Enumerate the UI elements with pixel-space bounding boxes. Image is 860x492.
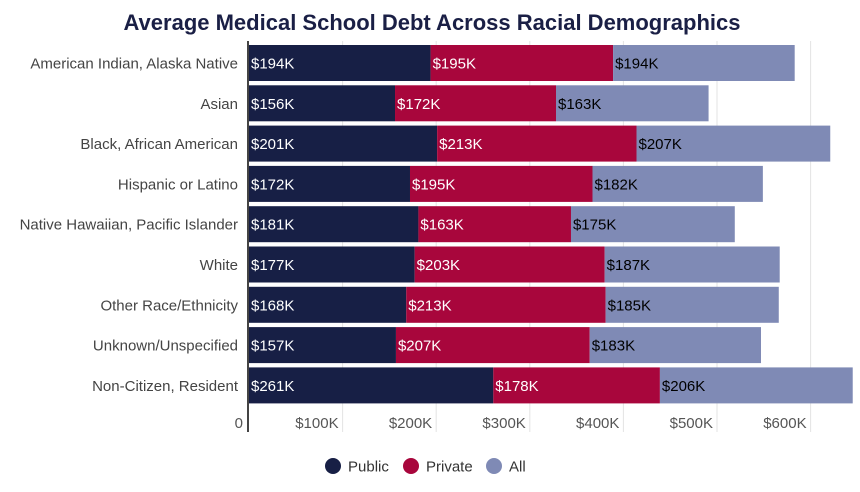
bar-value-label: $261K <box>251 378 294 395</box>
x-tick-label: $300K <box>482 415 525 432</box>
category-label: Native Hawaiian, Pacific Islander <box>20 217 238 234</box>
bar-private <box>430 45 614 81</box>
bar-public <box>249 367 494 404</box>
bar-value-label: $168K <box>251 297 294 314</box>
bar-value-label: $194K <box>251 56 294 73</box>
bar-all <box>659 367 853 404</box>
bar-value-label: $163K <box>558 96 601 113</box>
bar-all <box>636 125 831 162</box>
bar-value-label: $203K <box>417 257 460 274</box>
bar-private <box>409 165 593 202</box>
legend-label[interactable]: Public <box>348 459 389 476</box>
legend-marker-private <box>403 458 419 474</box>
bar-value-label: $201K <box>251 136 294 153</box>
bar-value-label: $213K <box>439 136 482 153</box>
bar-value-label: $213K <box>408 297 451 314</box>
bar-public <box>249 45 431 81</box>
bar-value-label: $181K <box>251 217 294 234</box>
bar-private <box>395 327 590 364</box>
bar-value-label: $187K <box>607 257 650 274</box>
bar-value-label: $157K <box>251 338 294 355</box>
bar-private <box>406 286 606 323</box>
bar-private <box>493 367 660 404</box>
category-label: Black, African American <box>80 136 238 153</box>
bar-value-label: $175K <box>573 217 616 234</box>
bar-all <box>556 85 709 122</box>
bar-public <box>249 206 419 243</box>
category-label: Unknown/Unspecified <box>93 338 238 355</box>
bar-value-label: $206K <box>662 378 705 395</box>
category-label: Other Race/Ethnicity <box>100 297 238 314</box>
bar-value-label: $183K <box>592 338 635 355</box>
bar-private <box>437 125 637 162</box>
bar-public <box>249 246 415 283</box>
bar-public <box>249 125 438 162</box>
bar-private <box>414 246 605 283</box>
bar-value-label: $195K <box>433 56 476 73</box>
bar-value-label: $177K <box>251 257 294 274</box>
legend-label[interactable]: All <box>509 459 526 476</box>
bar-value-label: $185K <box>608 297 651 314</box>
legend-marker-public <box>325 458 341 474</box>
x-tick-label: 0 <box>235 415 243 432</box>
x-tick-label: $500K <box>670 415 713 432</box>
bar-value-label: $195K <box>412 176 455 193</box>
bar-all <box>604 246 780 283</box>
bar-all <box>605 286 779 323</box>
bar-value-label: $194K <box>615 56 658 73</box>
x-axis-ticks: 0 $100K $200K $300K $400K $500K $600K <box>235 415 807 432</box>
bars: $194K $195K $194K $156K $172K $163K $201K $213K… <box>249 45 853 404</box>
bar-public <box>249 286 407 323</box>
category-label: Asian <box>200 96 238 113</box>
bar-value-label: $182K <box>595 176 638 193</box>
bar-public <box>249 327 396 364</box>
x-tick-label: $600K <box>763 415 806 432</box>
bar-all <box>589 327 761 364</box>
legend: Public Private All <box>325 458 526 476</box>
bar-value-label: $172K <box>397 96 440 113</box>
bar-all <box>570 206 735 243</box>
x-tick-label: $200K <box>389 415 432 432</box>
category-label: American Indian, Alaska Native <box>30 56 238 73</box>
category-label: Non-Citizen, Resident <box>92 378 239 395</box>
bar-value-label: $172K <box>251 176 294 193</box>
bar-public <box>249 85 396 122</box>
bar-value-label: $156K <box>251 96 294 113</box>
bar-private <box>418 206 571 243</box>
bar-public <box>249 165 410 202</box>
bar-value-label: $207K <box>398 338 441 355</box>
category-label: Hispanic or Latino <box>118 176 238 193</box>
bar-all <box>613 45 795 81</box>
bar-value-label: $163K <box>420 217 463 234</box>
chart-title: Average Medical School Debt Across Racia… <box>123 10 740 35</box>
x-tick-label: $400K <box>576 415 619 432</box>
legend-label[interactable]: Private <box>426 459 473 476</box>
bar-private <box>395 85 557 122</box>
bar-all <box>592 165 763 202</box>
bar-value-label: $207K <box>639 136 682 153</box>
category-label: White <box>200 257 238 274</box>
x-tick-label: $100K <box>295 415 338 432</box>
category-labels: American Indian, Alaska Native Asian Black… <box>20 56 239 395</box>
legend-marker-all <box>486 458 502 474</box>
bar-value-label: $178K <box>495 378 538 395</box>
